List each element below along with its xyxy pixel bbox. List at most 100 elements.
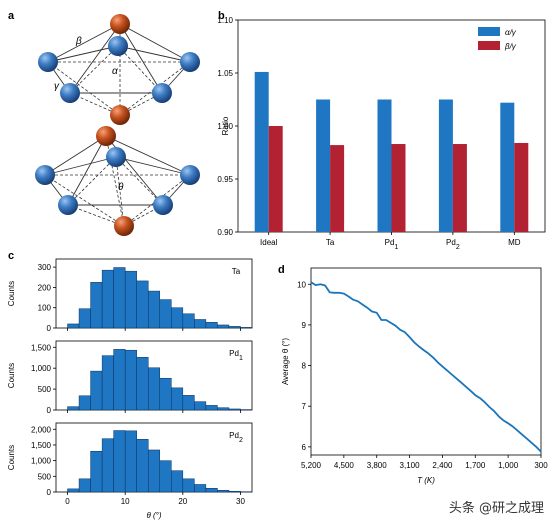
y-axis-label: Average θ (°)	[281, 338, 290, 385]
atom-blue	[180, 165, 200, 185]
atom-blue	[152, 83, 172, 103]
subplot-label: Ta	[232, 267, 241, 276]
y-axis-label: Ratio	[221, 116, 230, 135]
panel-c-letter: c	[8, 250, 14, 262]
bar	[316, 99, 331, 232]
atom-blue	[153, 195, 173, 215]
x-tick-label: 1,000	[498, 461, 519, 470]
y-tick-label: 1,500	[31, 441, 52, 450]
atom-blue	[58, 195, 78, 215]
atom-blue	[106, 147, 126, 167]
histogram-bar	[90, 450, 103, 493]
y-tick-label: 1.05	[217, 69, 233, 78]
bar	[514, 142, 529, 232]
histogram-bar	[90, 282, 103, 329]
angle-label-theta: θ	[118, 182, 124, 193]
ratio-bar-chart: 0.90 0.95 1.00 1.05 1.10 Ratio Ideal Ta Pd1 Pd2 MD…	[217, 16, 546, 251]
histogram-bar	[217, 490, 230, 493]
x-tick-label: 2,400	[432, 461, 453, 470]
y-tick-label: 200	[38, 283, 52, 292]
plot-frame	[310, 267, 542, 456]
histogram-bar	[67, 323, 80, 329]
y-tick-label: 7	[302, 402, 307, 411]
x-tick-label: 10	[121, 497, 130, 506]
legend-swatch	[478, 27, 500, 36]
histogram-bar	[182, 478, 195, 493]
angle-label-beta: β	[75, 36, 82, 47]
y-tick-label: 8	[302, 362, 307, 371]
atom-blue	[108, 36, 128, 56]
histogram-bar	[124, 430, 137, 493]
x-tick-label: 1,700	[465, 461, 486, 470]
bar	[330, 145, 345, 232]
watermark: 头条 @研之成理	[448, 501, 544, 516]
y-tick-label: 300	[38, 263, 52, 272]
histogram-bar	[124, 270, 137, 329]
legend-label: α/γ	[505, 28, 517, 37]
bar	[391, 144, 406, 232]
histogram-bar	[113, 267, 126, 329]
x-tick-label: 20	[178, 497, 187, 506]
y-tick-label: 500	[38, 472, 52, 481]
x-tick-label: Ta	[326, 238, 335, 247]
subplot-label: Pd1	[229, 349, 243, 362]
atom-blue	[35, 165, 55, 185]
bar	[438, 99, 453, 232]
x-tick-label: 300	[534, 461, 548, 470]
histogram-bar	[171, 470, 184, 493]
structure-bottom: θ	[35, 126, 200, 236]
y-tick-label: 1.10	[217, 16, 233, 25]
y-tick-label: 100	[38, 304, 52, 313]
subplot-label: Pd2	[229, 431, 243, 444]
histogram-bar	[147, 290, 161, 329]
atom-blue	[38, 52, 58, 72]
histogram-bar	[78, 478, 91, 493]
atom-orange	[110, 105, 130, 125]
average-theta-line-chart: 6 7 8 9 10 5,200 4,500 3,800 3,100 2,400 1,700 1,00…	[281, 267, 548, 485]
histogram-bar	[147, 367, 161, 411]
y-tick-label: 1,000	[31, 364, 52, 373]
histogram-bar	[67, 488, 80, 493]
y-tick-label: 0	[47, 488, 52, 497]
histogram-bar	[217, 324, 230, 329]
histogram-bar	[147, 449, 161, 493]
histogram-bar	[159, 460, 172, 493]
histogram-bar	[78, 395, 91, 411]
y-tick-label: 9	[302, 321, 307, 330]
atom-orange	[110, 14, 130, 34]
histogram-bar	[136, 280, 149, 329]
bar	[452, 144, 467, 232]
histogram-bar	[90, 370, 103, 411]
x-tick-label: Ideal	[260, 238, 278, 247]
x-tick-label: 4,500	[334, 461, 355, 470]
y-axis-label: Counts	[7, 363, 16, 388]
panel-a-letter: a	[8, 10, 15, 22]
y-tick-label: 0.95	[217, 175, 233, 184]
histogram-bar	[136, 439, 149, 493]
histogram-bar	[136, 357, 149, 411]
histogram-bar	[205, 405, 218, 411]
x-axis-label: θ (°)	[146, 511, 161, 520]
legend-swatch	[478, 41, 500, 50]
theta-histograms: 0100200300CountsTa05001,0001,500CountsPd…	[7, 258, 253, 520]
histogram-bar	[171, 307, 184, 329]
histogram-bar	[194, 484, 207, 493]
x-tick-label: 5,200	[301, 461, 322, 470]
x-tick-label: Pd1	[385, 238, 399, 251]
y-tick-label: 1,500	[31, 343, 52, 352]
atom-blue	[60, 83, 80, 103]
y-axis-label: Counts	[7, 281, 16, 306]
histogram-bar	[228, 490, 241, 493]
x-tick-label: Pd2	[446, 238, 460, 251]
series-line	[310, 281, 542, 453]
panel-b-letter: b	[218, 10, 225, 22]
histogram-bar	[194, 401, 207, 411]
histogram-bar	[113, 349, 126, 411]
x-tick-label: 3,100	[400, 461, 421, 470]
histogram-bar	[101, 355, 114, 411]
bar	[268, 126, 283, 232]
histogram-bar	[113, 430, 126, 493]
y-tick-label: 1,000	[31, 457, 52, 466]
histogram-bar	[67, 406, 80, 411]
bar	[377, 99, 392, 232]
